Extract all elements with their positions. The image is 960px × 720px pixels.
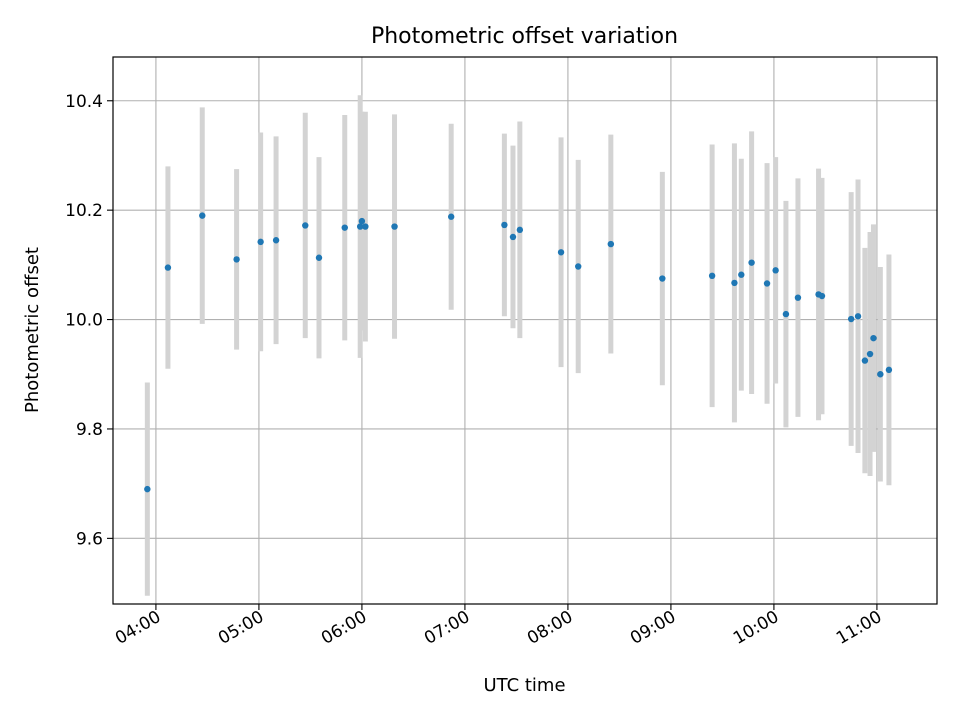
- y-tick-label: 10.0: [65, 311, 103, 331]
- x-tick-label: 10:00: [730, 607, 782, 649]
- x-axis-label: UTC time: [483, 675, 565, 696]
- data-point: [731, 279, 738, 287]
- data-point: [447, 213, 455, 220]
- x-axis: 04:00 05:00 06:00 07:00 08:00 09:00 10:00 11:00: [112, 604, 885, 649]
- data-point: [794, 294, 802, 301]
- data-point: [607, 240, 615, 248]
- x-tick-label: 11:00: [833, 607, 885, 649]
- x-tick-label: 04:00: [112, 607, 164, 649]
- plot-frame: [112, 56, 938, 605]
- data-point: [358, 217, 366, 225]
- y-tick-label: 9.6: [76, 529, 103, 549]
- data-point: [357, 223, 364, 230]
- data-points: [144, 212, 893, 493]
- x-tick-label: 09:00: [627, 607, 679, 649]
- data-point: [315, 254, 323, 261]
- data-point: [509, 233, 517, 241]
- x-tick-label: 05:00: [215, 607, 267, 649]
- y-tick-label: 10.4: [65, 92, 103, 112]
- data-point: [501, 221, 508, 229]
- data-point: [866, 350, 874, 358]
- data-point: [854, 313, 862, 320]
- data-point: [738, 271, 745, 278]
- y-axis: 9.6 9.8 10.0 10.2 10.4: [65, 92, 113, 549]
- data-point: [870, 334, 877, 342]
- y-tick-label: 9.8: [76, 420, 103, 440]
- data-point: [708, 272, 716, 279]
- data-point: [516, 226, 524, 234]
- data-point: [861, 357, 869, 364]
- data-point: [257, 238, 264, 246]
- data-point: [199, 212, 206, 219]
- data-point: [341, 224, 348, 231]
- y-tick-label: 10.2: [65, 201, 103, 221]
- data-point: [302, 222, 309, 229]
- data-point: [818, 292, 826, 300]
- data-point: [885, 366, 893, 374]
- data-point: [164, 264, 172, 271]
- x-tick-label: 07:00: [421, 607, 473, 649]
- data-point: [748, 259, 755, 266]
- data-point: [391, 223, 398, 230]
- data-point: [362, 223, 369, 230]
- data-point: [772, 267, 779, 274]
- data-point: [782, 310, 790, 318]
- data-point: [233, 256, 240, 263]
- data-point: [575, 263, 582, 270]
- data-point: [847, 315, 855, 323]
- data-point: [763, 280, 771, 287]
- chart-title: Photometric offset variation: [371, 24, 678, 49]
- data-point: [659, 275, 666, 282]
- grid: [113, 57, 937, 604]
- data-point: [144, 485, 151, 493]
- y-axis-label: Photometric offset: [22, 247, 43, 413]
- data-point: [557, 249, 565, 256]
- data-point: [877, 371, 884, 378]
- x-tick-label: 08:00: [524, 607, 576, 649]
- data-point: [272, 237, 280, 244]
- x-tick-label: 06:00: [318, 607, 370, 649]
